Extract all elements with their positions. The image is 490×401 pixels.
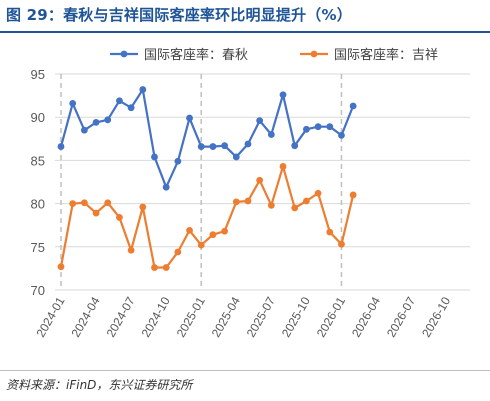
legend: 国际客座率：春秋 国际客座率：吉祥 <box>110 47 438 63</box>
data-point <box>57 263 65 271</box>
data-point <box>232 153 240 161</box>
data-point <box>326 228 334 236</box>
data-point <box>151 264 158 271</box>
legend-label: 国际客座率：吉祥 <box>334 47 438 63</box>
x-tick-label: 2026-04 <box>349 294 383 339</box>
x-tick-labels: 2024-01 2024-04 2024-07 2024-10 2025-01 2025-… <box>33 294 453 339</box>
legend-label: 国际客座率：春秋 <box>144 47 248 63</box>
data-point <box>139 203 147 211</box>
x-tick-label: 2024-01 <box>33 294 67 339</box>
x-tick-label: 2024-07 <box>104 294 138 339</box>
data-point <box>69 99 77 107</box>
data-point <box>314 123 322 131</box>
line-chart: 70 75 80 85 90 95 2024-01 2024-04 2024-07 2024-1… <box>31 47 470 340</box>
data-point <box>197 241 205 249</box>
y-tick-label: 80 <box>31 197 45 212</box>
data-point <box>127 104 135 112</box>
data-point <box>151 153 158 161</box>
data-point <box>291 142 299 150</box>
data-point <box>338 131 345 139</box>
series-line-2 <box>59 165 355 269</box>
x-tick-label: 2025-01 <box>174 294 208 339</box>
data-point <box>209 231 217 239</box>
series-line-1 <box>59 88 355 189</box>
data-point <box>174 248 182 256</box>
y-tick-label: 70 <box>31 283 45 298</box>
data-point <box>57 143 65 150</box>
footer-rule <box>0 370 490 371</box>
data-point <box>291 204 299 212</box>
data-point <box>244 197 252 205</box>
source-note: 资料来源：iFinD，东兴证券研究所 <box>6 378 193 392</box>
y-tick-label: 90 <box>31 110 45 125</box>
data-point <box>162 264 170 271</box>
data-point <box>303 125 310 133</box>
dashed-markers <box>60 74 343 290</box>
x-tick-label: 2026-07 <box>384 294 418 339</box>
x-tick-label: 2025-04 <box>209 294 243 339</box>
x-tick-label: 2026-01 <box>314 294 348 339</box>
data-point <box>326 123 334 131</box>
data-point <box>279 91 287 99</box>
data-point <box>116 97 123 105</box>
data-point <box>256 176 264 184</box>
data-point <box>267 201 275 209</box>
data-point <box>186 114 193 122</box>
data-point <box>221 142 229 150</box>
legend-swatch-marker <box>120 50 128 58</box>
x-tick-label: 2025-10 <box>279 294 313 339</box>
legend-swatch-marker <box>310 50 318 58</box>
data-point <box>267 131 275 138</box>
gridlines <box>55 73 470 291</box>
data-point <box>162 183 170 191</box>
data-point <box>349 191 357 199</box>
data-point <box>279 163 287 170</box>
data-point <box>104 116 112 124</box>
data-point <box>92 209 100 217</box>
figure-title: 图 29：春秋与吉祥国际客座率环比明显提升（%） <box>6 6 352 24</box>
data-point <box>221 227 229 235</box>
data-point <box>256 117 264 125</box>
x-tick-label: 2026-10 <box>419 294 453 339</box>
data-point <box>303 197 310 205</box>
data-point <box>174 157 182 165</box>
data-point <box>338 240 345 248</box>
title-underline <box>0 31 490 33</box>
data-point <box>209 143 217 150</box>
x-tick-label: 2024-04 <box>69 294 103 339</box>
x-tick-label: 2024-10 <box>139 294 173 339</box>
data-point <box>349 102 357 110</box>
y-tick-label: 85 <box>31 153 45 168</box>
data-point <box>197 143 205 150</box>
series-lines <box>57 86 357 271</box>
data-point <box>232 198 240 206</box>
data-point <box>92 118 100 126</box>
data-point <box>127 246 135 254</box>
y-tick-label: 75 <box>31 240 45 255</box>
data-point <box>80 126 88 134</box>
data-point <box>139 86 147 93</box>
y-tick-labels: 70 75 80 85 90 95 <box>31 67 45 298</box>
data-point <box>116 214 123 221</box>
data-point <box>104 199 112 207</box>
x-tick-label: 2025-07 <box>244 294 278 339</box>
data-point <box>80 199 88 207</box>
data-point <box>69 200 77 208</box>
data-point <box>186 226 193 234</box>
data-point <box>314 189 322 197</box>
y-tick-label: 95 <box>31 67 45 82</box>
data-point <box>244 140 252 148</box>
